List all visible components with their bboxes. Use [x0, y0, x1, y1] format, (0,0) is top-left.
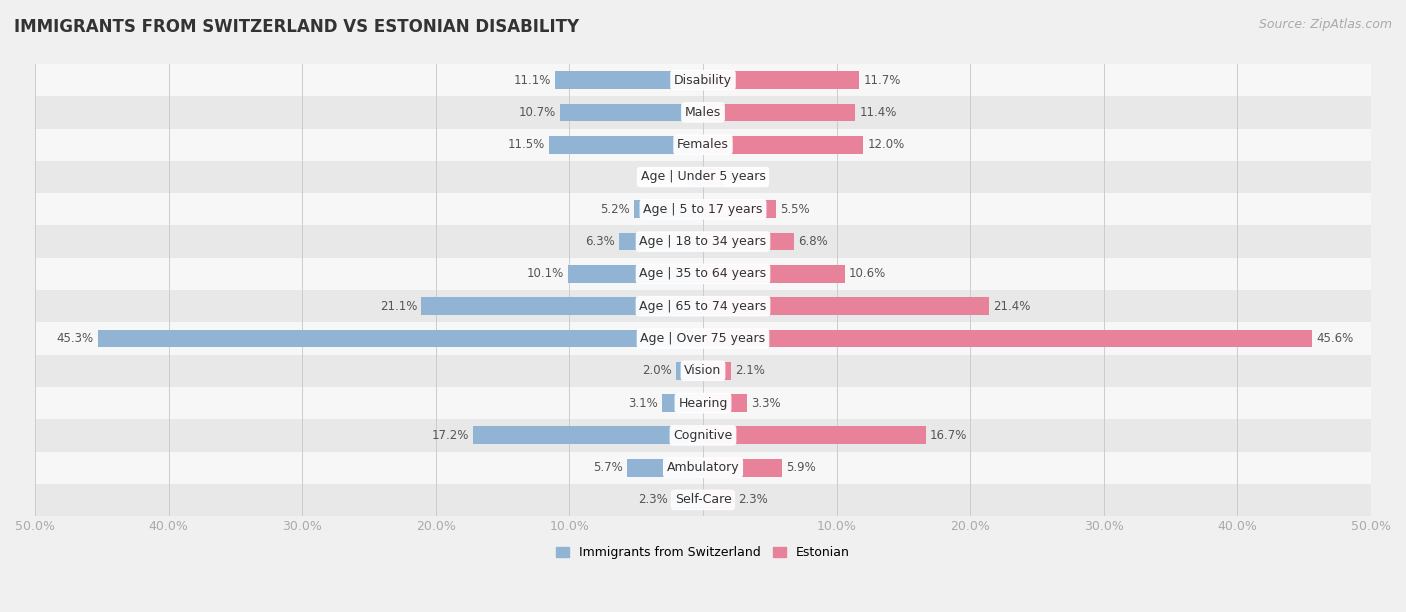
Text: 6.8%: 6.8% [797, 235, 828, 248]
Bar [35, 225, 1371, 258]
Text: 3.3%: 3.3% [751, 397, 780, 409]
Text: IMMIGRANTS FROM SWITZERLAND VS ESTONIAN DISABILITY: IMMIGRANTS FROM SWITZERLAND VS ESTONIAN … [14, 18, 579, 36]
Bar [35, 193, 1371, 225]
Text: Age | Under 5 years: Age | Under 5 years [641, 171, 765, 184]
Bar [474, 427, 703, 444]
Bar [703, 265, 845, 283]
Text: 11.4%: 11.4% [859, 106, 897, 119]
Text: 1.5%: 1.5% [727, 171, 756, 184]
Text: Ambulatory: Ambulatory [666, 461, 740, 474]
Text: 21.1%: 21.1% [380, 300, 418, 313]
Text: 5.5%: 5.5% [780, 203, 810, 216]
Bar [703, 136, 863, 154]
Bar [568, 265, 703, 283]
Text: 11.1%: 11.1% [513, 73, 551, 87]
Text: 10.1%: 10.1% [527, 267, 564, 280]
Bar [422, 297, 703, 315]
Bar [627, 459, 703, 477]
Text: 3.1%: 3.1% [628, 397, 658, 409]
Bar [662, 394, 703, 412]
Bar [35, 96, 1371, 129]
Bar [676, 362, 703, 379]
Text: Females: Females [678, 138, 728, 151]
Bar [35, 323, 1371, 354]
Bar [703, 394, 747, 412]
Bar [672, 491, 703, 509]
Text: Cognitive: Cognitive [673, 429, 733, 442]
Text: 11.7%: 11.7% [863, 73, 901, 87]
Bar [35, 258, 1371, 290]
Text: Hearing: Hearing [678, 397, 728, 409]
Bar [550, 136, 703, 154]
Text: 1.1%: 1.1% [654, 171, 685, 184]
Text: 5.2%: 5.2% [600, 203, 630, 216]
Text: 10.6%: 10.6% [849, 267, 886, 280]
Text: 12.0%: 12.0% [868, 138, 904, 151]
Bar [35, 64, 1371, 96]
Bar [703, 103, 855, 121]
Bar [703, 297, 988, 315]
Text: Age | 5 to 17 years: Age | 5 to 17 years [644, 203, 762, 216]
Text: 5.7%: 5.7% [593, 461, 623, 474]
Text: Vision: Vision [685, 364, 721, 377]
Bar [703, 168, 723, 186]
Text: Age | 65 to 74 years: Age | 65 to 74 years [640, 300, 766, 313]
Text: 6.3%: 6.3% [585, 235, 614, 248]
Bar [619, 233, 703, 250]
Bar [703, 71, 859, 89]
Text: 10.7%: 10.7% [519, 106, 555, 119]
Bar [35, 290, 1371, 323]
Text: Disability: Disability [673, 73, 733, 87]
Text: 45.6%: 45.6% [1316, 332, 1354, 345]
Legend: Immigrants from Switzerland, Estonian: Immigrants from Switzerland, Estonian [551, 541, 855, 564]
Bar [703, 233, 794, 250]
Text: 45.3%: 45.3% [56, 332, 94, 345]
Bar [35, 161, 1371, 193]
Text: Age | 18 to 34 years: Age | 18 to 34 years [640, 235, 766, 248]
Bar [35, 484, 1371, 516]
Bar [689, 168, 703, 186]
Text: Males: Males [685, 106, 721, 119]
Bar [35, 419, 1371, 452]
Text: 5.9%: 5.9% [786, 461, 815, 474]
Text: Age | 35 to 64 years: Age | 35 to 64 years [640, 267, 766, 280]
Bar [634, 200, 703, 218]
Bar [560, 103, 703, 121]
Bar [555, 71, 703, 89]
Bar [98, 330, 703, 348]
Text: 2.0%: 2.0% [643, 364, 672, 377]
Text: 2.3%: 2.3% [638, 493, 668, 507]
Text: Source: ZipAtlas.com: Source: ZipAtlas.com [1258, 18, 1392, 31]
Bar [703, 427, 927, 444]
Bar [35, 129, 1371, 161]
Text: Self-Care: Self-Care [675, 493, 731, 507]
Text: 2.3%: 2.3% [738, 493, 768, 507]
Text: 17.2%: 17.2% [432, 429, 470, 442]
Text: 16.7%: 16.7% [931, 429, 967, 442]
Text: 2.1%: 2.1% [735, 364, 765, 377]
Bar [703, 362, 731, 379]
Bar [703, 200, 776, 218]
Bar [703, 491, 734, 509]
Bar [35, 354, 1371, 387]
Text: Age | Over 75 years: Age | Over 75 years [641, 332, 765, 345]
Bar [35, 387, 1371, 419]
Bar [703, 459, 782, 477]
Text: 11.5%: 11.5% [508, 138, 546, 151]
Text: 21.4%: 21.4% [993, 300, 1031, 313]
Bar [35, 452, 1371, 484]
Bar [703, 330, 1312, 348]
